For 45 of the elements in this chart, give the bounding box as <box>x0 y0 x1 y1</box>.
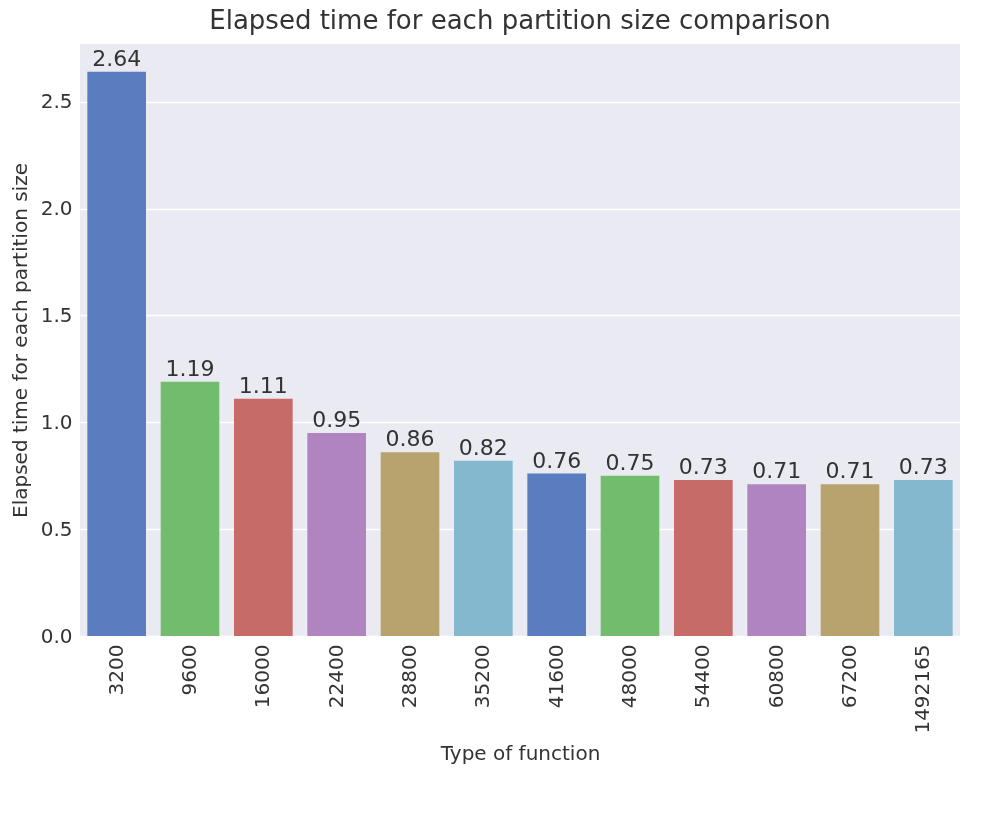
data-label: 0.95 <box>312 406 362 432</box>
bar <box>454 460 513 636</box>
x-tick-label: 41600 <box>543 644 568 709</box>
x-tick-label: 35200 <box>470 644 495 709</box>
bar <box>747 484 806 636</box>
bar <box>380 452 440 636</box>
bar <box>894 479 953 636</box>
x-tick-label: 48000 <box>617 644 641 709</box>
data-label: 0.86 <box>385 426 435 452</box>
x-tick-label: 3200 <box>103 644 128 696</box>
data-label: 0.71 <box>752 458 802 484</box>
x-tick-label: 9600 <box>177 644 201 696</box>
data-label: 0.73 <box>898 453 948 479</box>
bar <box>820 484 880 636</box>
chart-title: Elapsed time for each partition size comparison <box>209 5 831 35</box>
bar <box>87 71 146 636</box>
data-label: 0.75 <box>605 449 655 475</box>
y-tick-label: 1.0 <box>40 409 73 434</box>
y-tick-label: 1.5 <box>40 302 73 327</box>
y-axis-title: Elapsed time for each partition size <box>7 163 32 518</box>
data-label: 2.64 <box>92 45 142 71</box>
y-tick-label: 2.0 <box>40 196 73 221</box>
bar <box>527 473 586 636</box>
bar <box>307 432 366 636</box>
x-axis-title: Type of function <box>439 740 601 765</box>
data-label: 0.73 <box>678 453 728 479</box>
y-tick-label: 0.5 <box>40 516 73 541</box>
data-label: 0.82 <box>458 434 508 460</box>
bar <box>160 381 220 636</box>
x-tick-label: 1492165 <box>910 644 935 734</box>
x-tick-label: 22400 <box>323 644 348 709</box>
bar <box>600 475 660 636</box>
y-tick-label: 2.5 <box>40 89 73 114</box>
y-tick-label: 0.0 <box>40 623 73 648</box>
x-tick-label: 60800 <box>763 644 788 709</box>
x-tick-label: 16000 <box>250 644 275 709</box>
x-tick-label: 28800 <box>397 644 421 709</box>
data-label: 0.71 <box>825 458 875 484</box>
bar <box>234 398 293 636</box>
x-tick-label: 54400 <box>690 644 715 709</box>
bar <box>674 479 733 636</box>
data-label: 1.19 <box>165 355 215 381</box>
data-label: 0.76 <box>532 447 582 473</box>
x-tick-label: 67200 <box>837 644 861 709</box>
data-label: 1.11 <box>238 372 288 398</box>
